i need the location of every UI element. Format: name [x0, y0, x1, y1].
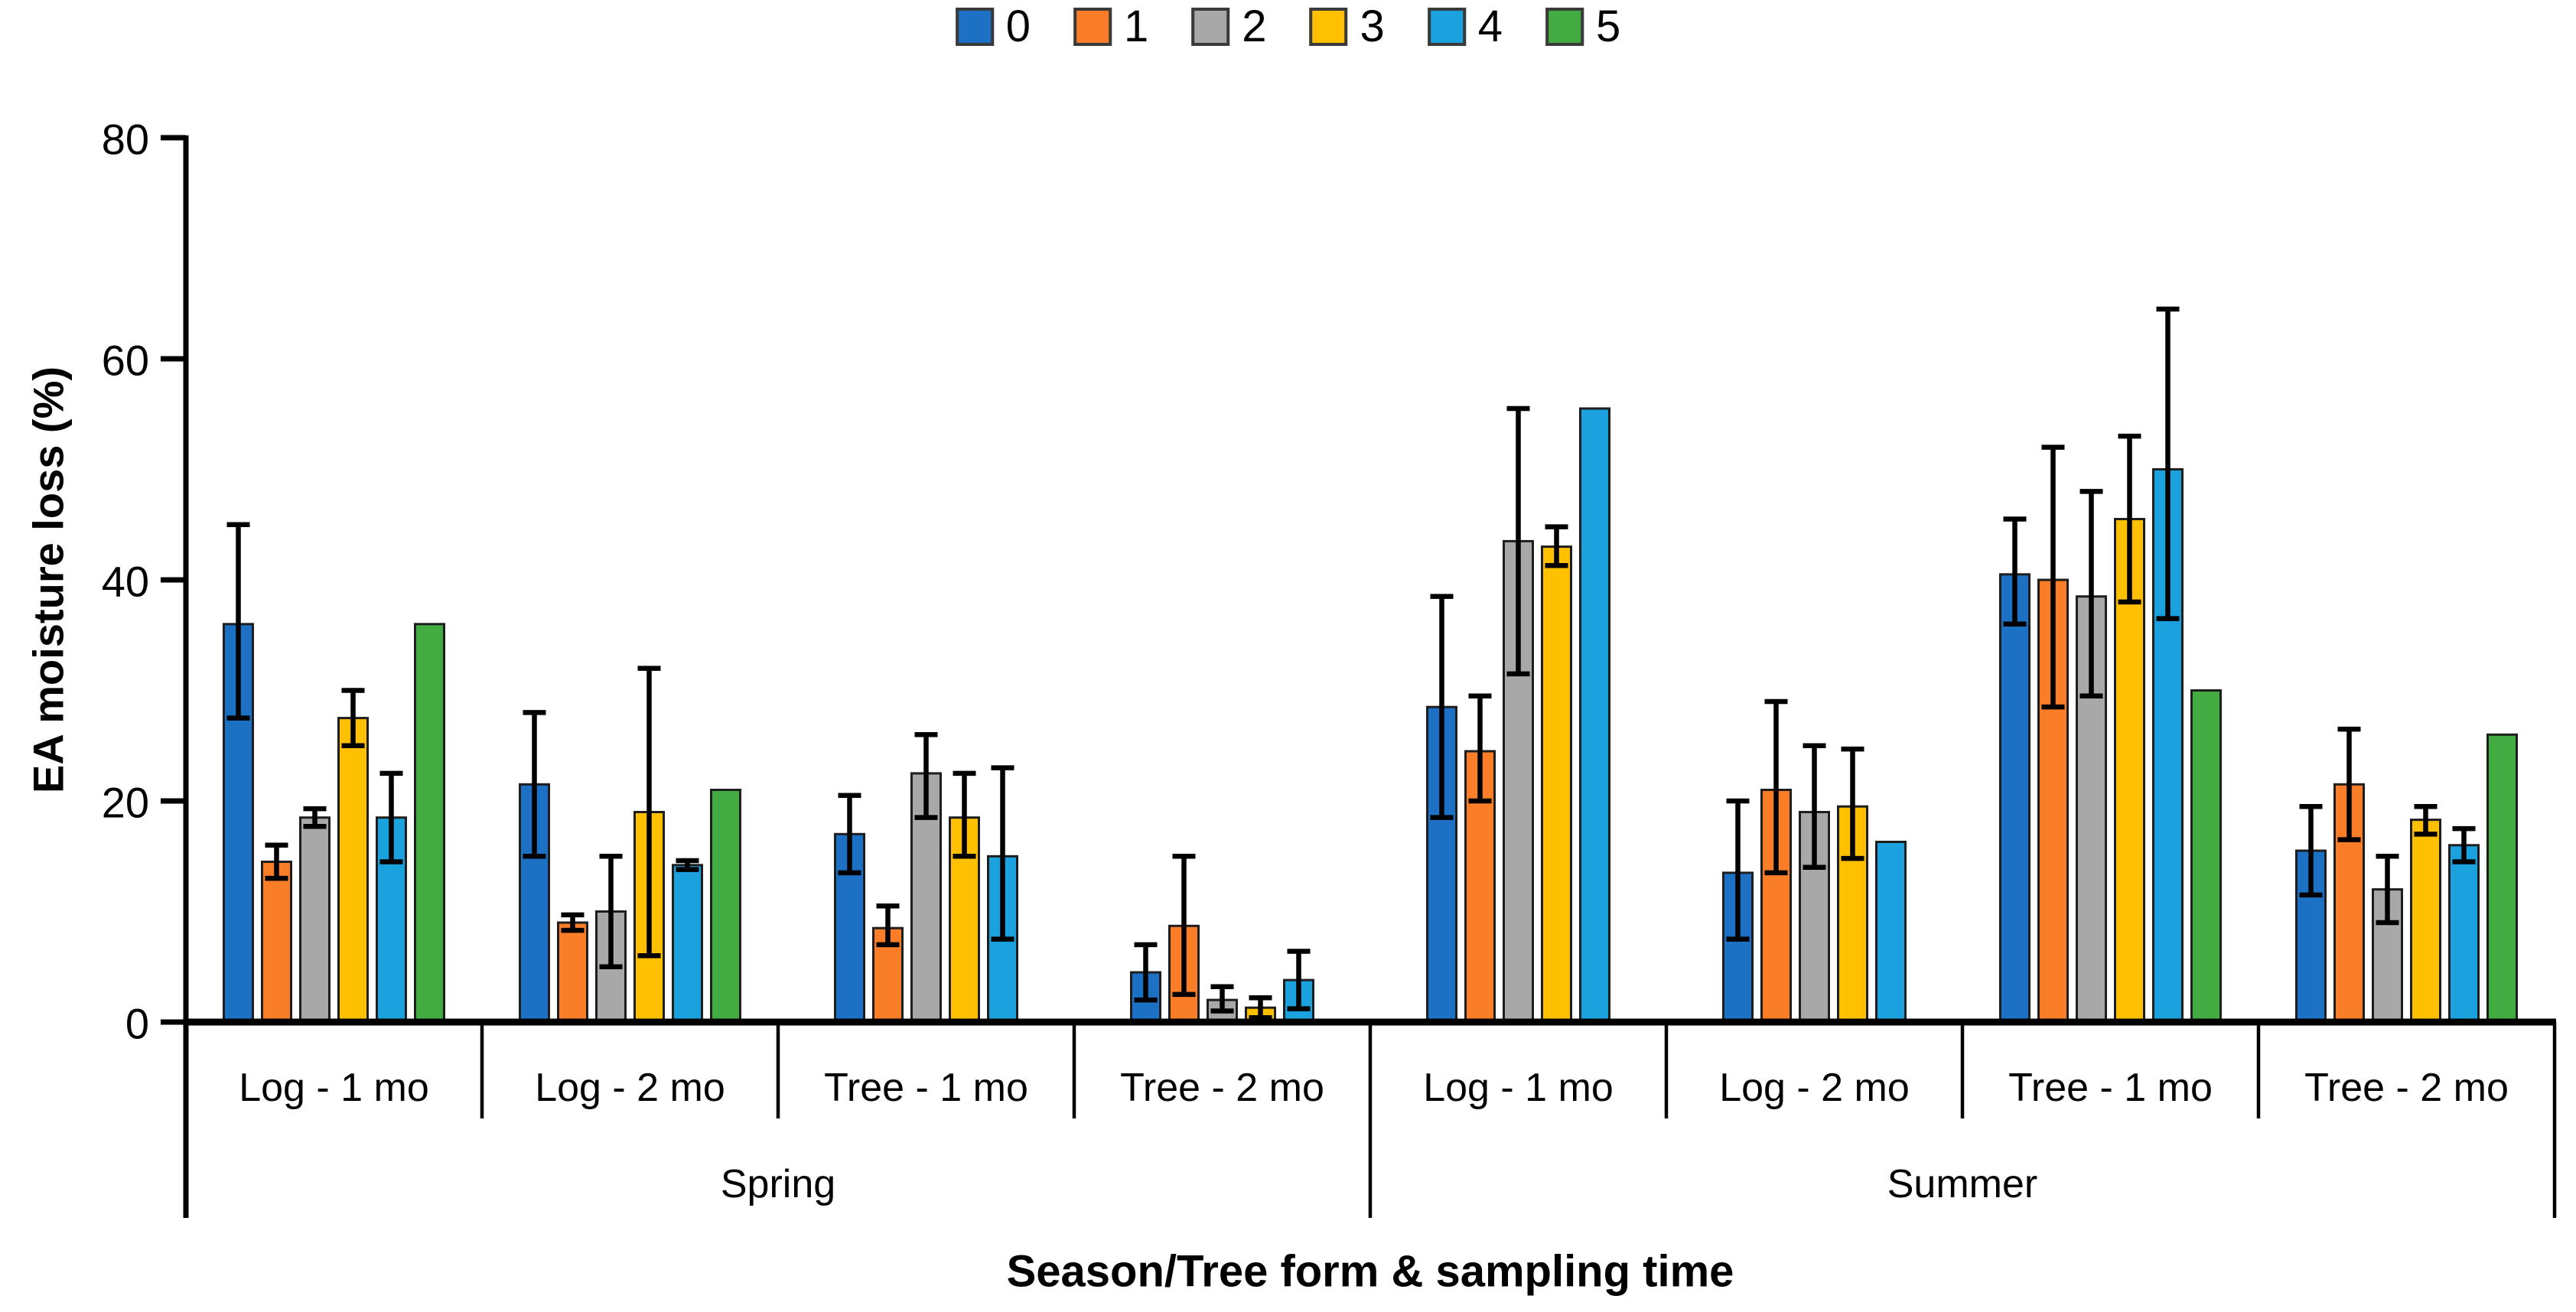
season-label: Summer: [1887, 1162, 2037, 1206]
y-tick-label: 80: [102, 116, 149, 164]
legend-item-3: 3: [1309, 2, 1385, 51]
bar-series-3: [1541, 545, 1572, 1024]
bar-series-5: [414, 623, 445, 1024]
legend-label: 1: [1123, 2, 1149, 51]
x-group-label: Log - 2 mo: [535, 1066, 725, 1110]
y-tick-label: 0: [125, 1000, 149, 1048]
bar-series-1: [557, 921, 588, 1024]
bar-series-5: [710, 789, 741, 1024]
y-tick-label: 40: [102, 558, 149, 606]
legend-item-0: 0: [955, 2, 1031, 51]
legend-swatch-icon: [1427, 8, 1466, 46]
legend-item-4: 4: [1427, 2, 1503, 51]
legend-item-5: 5: [1545, 5, 1620, 49]
x-group-label: Tree - 1 mo: [2008, 1066, 2213, 1110]
legend-label: 2: [1242, 2, 1267, 51]
legend-swatch-icon: [1191, 8, 1230, 46]
bar-series-3: [2410, 819, 2441, 1024]
season-label: Spring: [721, 1162, 835, 1206]
bar-series-5: [2190, 689, 2222, 1024]
x-group-label: Log - 1 mo: [1423, 1066, 1614, 1110]
y-tick-label: 60: [102, 337, 149, 385]
bar-series-4: [1875, 841, 1907, 1024]
legend-swatch-icon: [955, 8, 994, 46]
legend-label: 0: [1005, 2, 1031, 51]
x-group-label: Log - 1 mo: [239, 1066, 429, 1110]
legend-swatch-icon: [1309, 8, 1348, 46]
bar-series-2: [299, 816, 331, 1024]
legend-item-2: 2: [1191, 2, 1267, 51]
y-tick-label: 20: [102, 779, 149, 827]
x-group-label: Tree - 1 mo: [824, 1066, 1028, 1110]
legend-label: 4: [1477, 2, 1503, 51]
bar-series-4: [1579, 407, 1610, 1024]
x-group-label: Tree - 2 mo: [2304, 1066, 2509, 1110]
y-axis-title: EA moisture loss (%): [24, 366, 73, 794]
legend-item-1: 1: [1073, 5, 1148, 49]
legend-swatch-icon: [1545, 8, 1584, 46]
x-group-label: Tree - 2 mo: [1120, 1066, 1324, 1110]
x-group-label: Log - 2 mo: [1719, 1066, 1910, 1110]
legend-label: 5: [1596, 2, 1621, 51]
bar-series-0: [1999, 573, 2031, 1024]
bar-series-4: [2448, 844, 2480, 1024]
legend-label: 3: [1360, 2, 1385, 51]
x-axis-title: Season/Tree form & sampling time: [1006, 1246, 1734, 1297]
bar-series-5: [2486, 733, 2518, 1024]
legend-swatch-icon: [1073, 8, 1112, 46]
bar-series-1: [261, 861, 292, 1024]
bar-series-3: [337, 717, 369, 1024]
legend: 0 1 2 3 4 5: [955, 2, 1620, 51]
bar-series-4: [672, 864, 703, 1024]
